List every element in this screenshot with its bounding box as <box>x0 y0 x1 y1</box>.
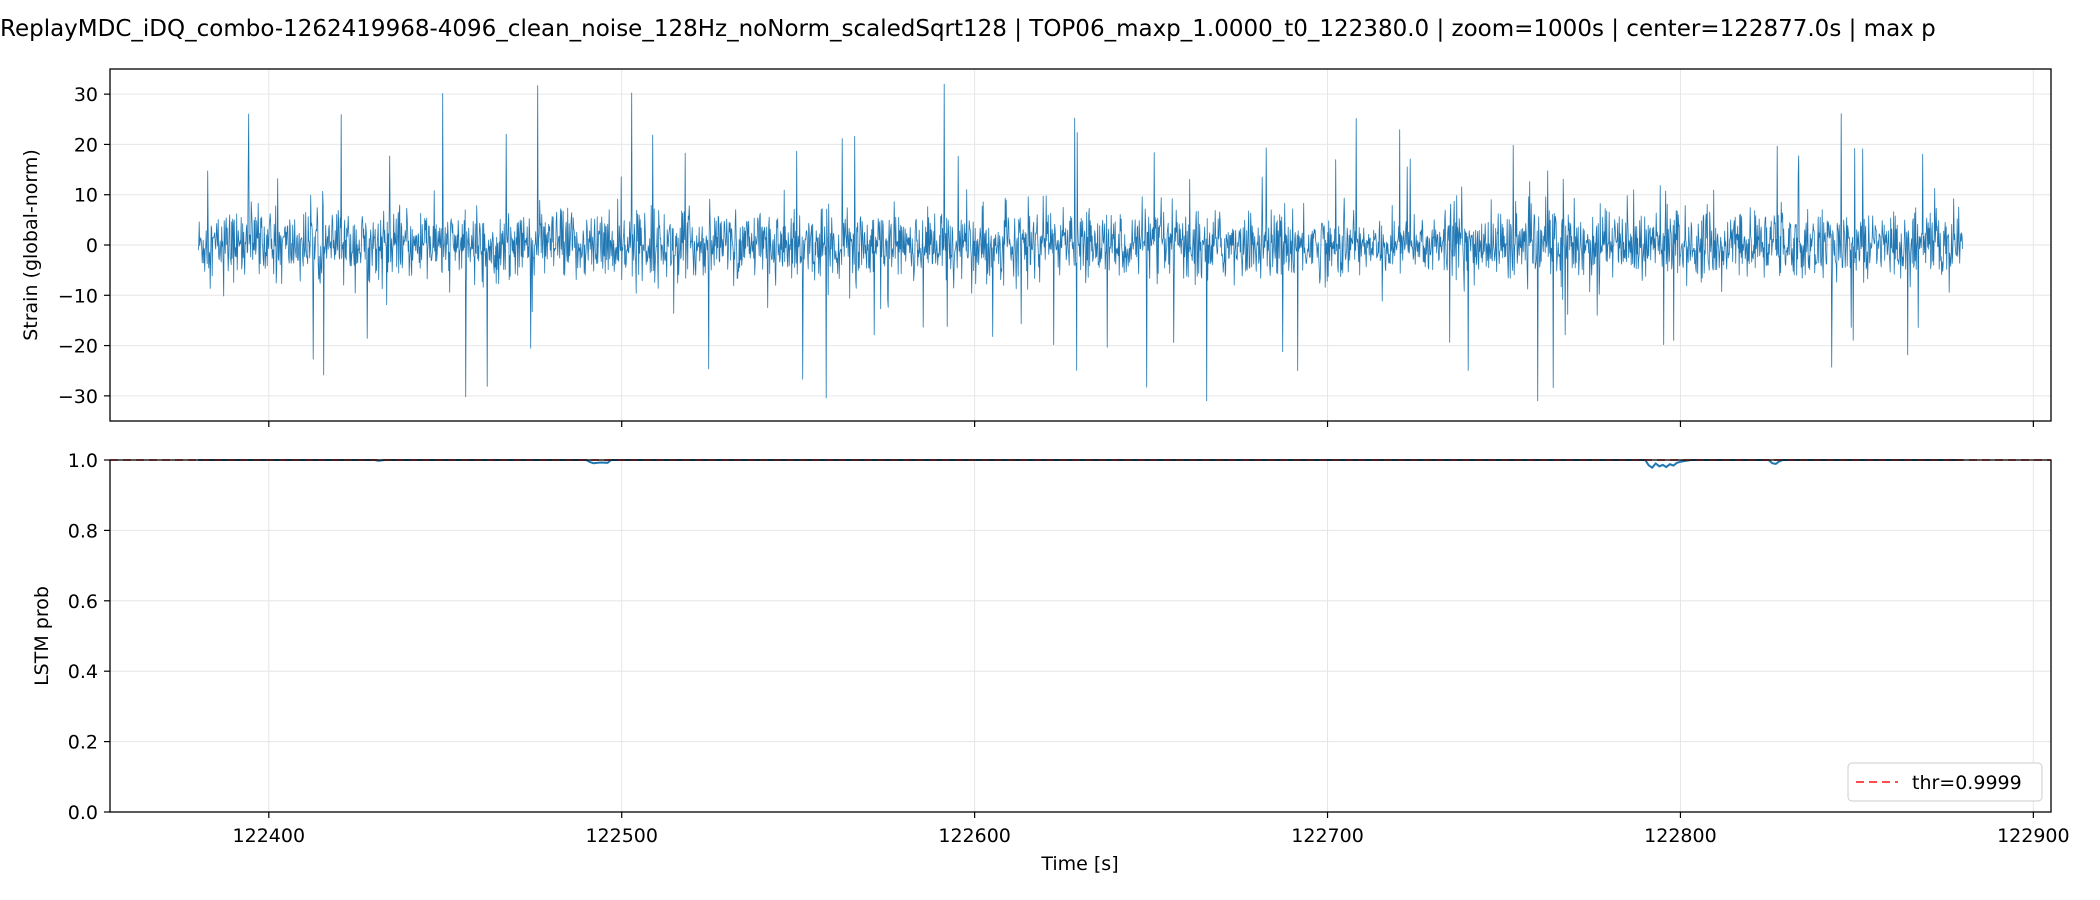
lstm-y-tick-label-5: 0.0 <box>68 802 98 824</box>
lstm-panel: 122400 122500 122600 122700 122800 122900 1.0 0… <box>31 450 2070 875</box>
figure-title: ReplayMDC_iDQ_combo-1262419968-4096_clea… <box>0 16 1936 42</box>
strain-y-tick-label-2: 10 <box>74 185 98 207</box>
strain-line <box>197 83 1964 402</box>
lstm-x-axis-label: Time [s] <box>1040 853 1118 875</box>
lstm-y-tick-label-0: 1.0 <box>68 450 98 472</box>
lstm-x-tick-label-0: 122400 <box>233 825 306 847</box>
strain-y-tick-label-3: 0 <box>86 235 98 257</box>
legend-box <box>1847 762 2043 802</box>
strain-y-tick-label-1: 20 <box>74 134 98 156</box>
strain-y-tick-label-4: −10 <box>58 285 98 307</box>
lstm-x-tick-label-2: 122600 <box>938 825 1011 847</box>
legend: thr=0.9999 <box>1847 762 2043 802</box>
lstm-y-tick-label-3: 0.4 <box>68 661 98 683</box>
lstm-x-tick-label-5: 122900 <box>1997 825 2070 847</box>
lstm-y-tick-label-2: 0.6 <box>68 591 98 613</box>
strain-y-tick-label-6: −30 <box>58 386 98 408</box>
strain-grid <box>110 69 2051 421</box>
strain-ticks: 30 20 10 0 −10 −20 −30 <box>58 84 2034 427</box>
strain-panel: 30 20 10 0 −10 −20 −30 Strain (global-norm) <box>20 68 2052 427</box>
lstm-y-tick-label-4: 0.2 <box>68 732 98 754</box>
strain-y-axis-label: Strain (global-norm) <box>20 149 42 341</box>
strain-y-tick-label-5: −20 <box>58 336 98 358</box>
strain-y-tick-label-0: 30 <box>74 84 98 106</box>
strain-series <box>197 83 1964 402</box>
lstm-y-axis-label: LSTM prob <box>31 586 53 686</box>
lstm-ticks: 122400 122500 122600 122700 122800 122900 1.0 0… <box>68 450 2070 847</box>
lstm-plot-area <box>110 460 2051 812</box>
lstm-y-tick-label-1: 0.8 <box>68 520 98 542</box>
lstm-x-tick-label-4: 122800 <box>1644 825 1717 847</box>
lstm-frame <box>109 459 2052 813</box>
lstm-x-tick-label-3: 122700 <box>1291 825 1364 847</box>
legend-threshold-label: thr=0.9999 <box>1912 772 2022 794</box>
lstm-x-tick-label-1: 122500 <box>585 825 658 847</box>
strain-clip <box>197 83 1964 402</box>
